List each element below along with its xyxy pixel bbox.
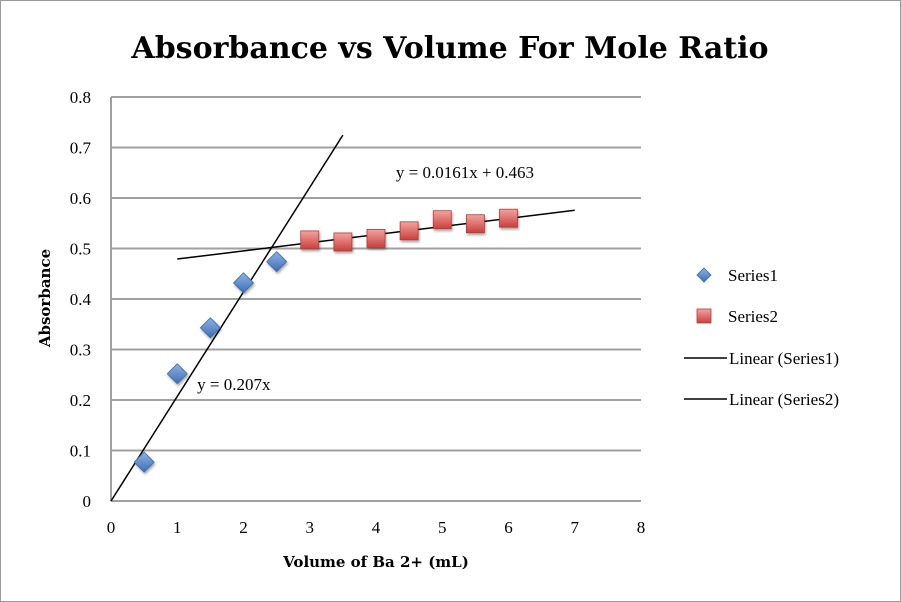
x-tick-label: 0 (107, 518, 116, 537)
trendlines (110, 134, 575, 502)
data-point-series2 (300, 230, 320, 250)
data-point-series2 (499, 208, 518, 228)
trendline (110, 134, 344, 502)
y-axis-label: Absorbance (36, 249, 54, 348)
legend-marker-diamond (696, 267, 712, 283)
gridlines (110, 96, 641, 502)
y-tick-label: 0.7 (70, 139, 92, 158)
y-tick-label: 0.3 (70, 341, 91, 360)
x-tick-label: 4 (372, 518, 381, 537)
data-point-series1 (199, 317, 221, 339)
x-tick-labels: 0 1 2 3 4 5 6 7 8 (107, 518, 646, 537)
trendline-equation: y = 0.0161x + 0.463 (396, 163, 534, 182)
x-tick-label: 7 (571, 518, 580, 537)
data-point-series2 (432, 210, 452, 230)
y-tick-label: 0.5 (70, 240, 91, 259)
data-point-series2 (399, 221, 419, 241)
data-point-series2 (366, 228, 386, 248)
chart-title: Absorbance vs Volume For Mole Ratio (130, 31, 768, 66)
x-tick-label: 5 (438, 518, 447, 537)
y-tick-label: 0.8 (70, 88, 91, 107)
x-tick-label: 2 (239, 518, 248, 537)
data-point-series2 (465, 214, 485, 234)
x-axis-label: Volume of Ba 2+ (mL) (282, 553, 469, 571)
y-tick-label: 0.2 (70, 391, 91, 410)
data-point-series1 (266, 251, 288, 273)
legend-label: Linear (Series1) (729, 349, 839, 368)
data-points (133, 208, 518, 473)
y-tick-label: 0.1 (70, 442, 91, 461)
data-point-series1 (232, 272, 255, 294)
trendline-equation: y = 0.207x (197, 375, 271, 394)
data-point-series2 (333, 232, 353, 252)
legend-label: Linear (Series2) (729, 390, 839, 409)
x-tick-label: 1 (173, 518, 182, 537)
legend-label: Series2 (728, 307, 778, 326)
x-tick-label: 8 (637, 518, 646, 537)
x-tick-label: 3 (306, 518, 315, 537)
trendline-equations: y = 0.207x y = 0.0161x + 0.463 (197, 163, 534, 394)
data-point-series1 (133, 451, 155, 473)
y-tick-label: 0.4 (70, 290, 92, 309)
legend-label: Series1 (728, 266, 778, 285)
data-point-series1 (166, 363, 188, 385)
y-tick-label: 0.6 (70, 189, 91, 208)
legend: Series1 Series2 Linear (Series1) Linear (Se… (684, 266, 839, 409)
x-tick-label: 6 (504, 518, 513, 537)
y-tick-labels: 0 0.1 0.2 0.3 0.4 0.5 0.6 0.7 0.8 (70, 88, 92, 511)
legend-marker-square (696, 308, 712, 324)
y-tick-label: 0 (83, 492, 92, 511)
